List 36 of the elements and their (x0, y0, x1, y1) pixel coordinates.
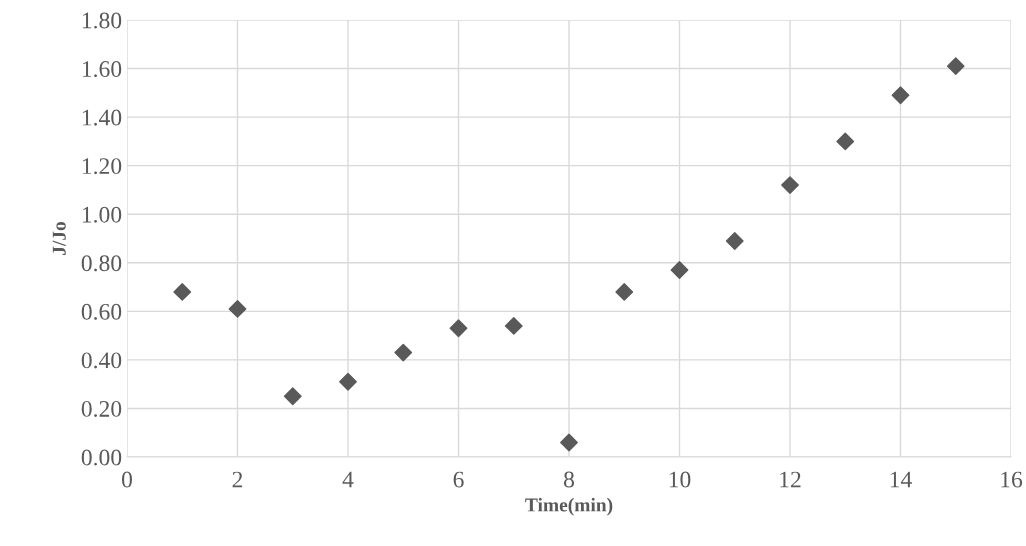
x-tick-label: 4 (342, 471, 354, 488)
y-tick-label: 0.60 (81, 303, 122, 320)
x-tick-label: 16 (1001, 471, 1023, 488)
point (725, 232, 744, 250)
point (449, 319, 468, 338)
point (394, 343, 413, 362)
x-tick-label: 8 (564, 471, 574, 488)
point (670, 261, 689, 279)
point (228, 299, 247, 318)
x-axis-title: Time(min) (525, 497, 613, 516)
y-tick-label: 1.60 (82, 61, 122, 78)
x-tick-label: 0 (122, 471, 132, 488)
point (891, 86, 910, 105)
point (560, 433, 578, 452)
x-tick-label: 12 (780, 471, 801, 488)
point (339, 372, 357, 391)
x-tick-label: 10 (669, 471, 691, 488)
y-tick-label: 1.80 (82, 12, 122, 29)
point (283, 387, 302, 406)
y-tick-label: 0.80 (81, 255, 122, 272)
y-axis-title: J/Jo (52, 221, 66, 255)
point (836, 132, 855, 151)
y-tick-label: 1.20 (82, 158, 122, 175)
point (504, 316, 523, 335)
y-tick-label: 1.00 (82, 206, 122, 223)
x-tick-label: 14 (890, 471, 912, 488)
point (173, 282, 192, 301)
x-tick-label: 2 (232, 471, 243, 488)
point (615, 282, 634, 301)
x-tick-label: 6 (453, 471, 464, 488)
y-tick-label: 1.40 (82, 109, 122, 126)
y-tick-label: 0.20 (81, 400, 122, 417)
point (781, 176, 799, 195)
y-tick-label: 0.40 (81, 352, 122, 369)
y-tick-label: 0.00 (81, 449, 122, 466)
point (946, 57, 965, 76)
